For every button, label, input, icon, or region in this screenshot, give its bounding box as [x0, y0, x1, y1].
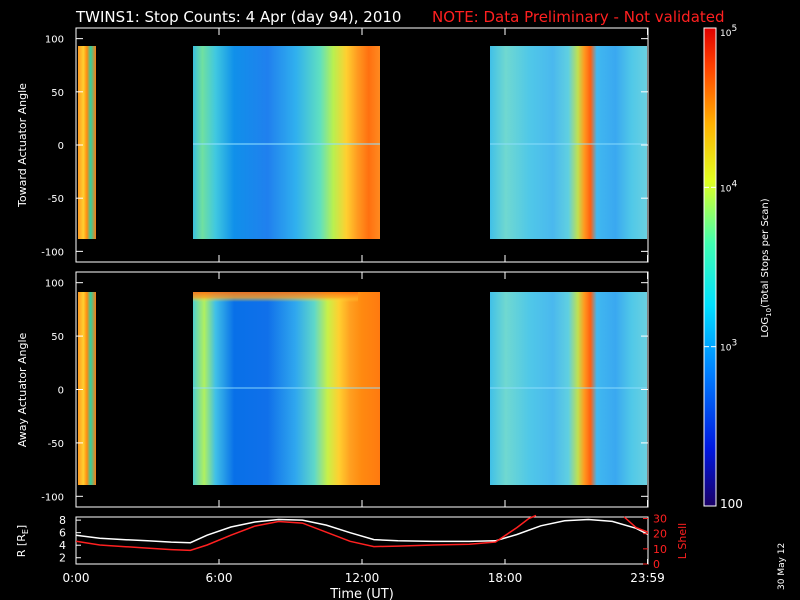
- away-ylabel: Away Actuator Angle: [16, 332, 29, 447]
- orbit-panel-frame: [75, 516, 649, 565]
- toward-yaxis: 100 50 0 -50 -100: [41, 28, 649, 262]
- tick-minus-100: -100: [41, 247, 64, 258]
- colorbar: 100 103 104 105 LOG10(Total Stops per Scan): [703, 24, 773, 511]
- preliminary-note: NOTE: Data Preliminary - Not validated: [432, 8, 725, 26]
- tick-50: 50: [51, 88, 64, 99]
- colorbar-tick-label: 103: [720, 339, 737, 354]
- toward-ylabel: Toward Actuator Angle: [16, 83, 29, 208]
- lshell-tick-label: 20: [653, 528, 667, 541]
- colorbar-scale: [703, 27, 717, 507]
- lshell-tick-label: 10: [653, 543, 667, 556]
- lshell-tick-label: 30: [653, 513, 667, 526]
- time-tick-label: 23:59: [630, 571, 665, 585]
- time-tick-label: 6:00: [206, 571, 233, 585]
- toward-block-1: [78, 46, 96, 239]
- colorbar-tick-label: 104: [720, 179, 737, 194]
- colorbar-label: LOG10(Total Stops per Scan): [760, 198, 773, 337]
- toward-heatmap: [78, 46, 647, 239]
- x-axis-label: Time (UT): [329, 587, 394, 600]
- colorbar-ticks: 100 103 104 105: [704, 24, 743, 511]
- away-top-band: [193, 292, 358, 337]
- tick-0: 0: [58, 141, 64, 152]
- toward-block-3: [490, 46, 647, 239]
- away-heatmap: [78, 292, 647, 485]
- time-tick-label: 0:00: [63, 571, 90, 585]
- tick-0: 0: [58, 386, 64, 397]
- r-tick-label: 8: [59, 514, 66, 527]
- toward-panel: 100 50 0 -50 -100 Toward Actuator Angle: [16, 27, 649, 263]
- away-yaxis: 100 50 0 -50 -100: [41, 272, 649, 507]
- r-tick-label: 4: [59, 539, 66, 552]
- l-shell-line: [76, 514, 537, 552]
- plot-title: TWINS1: Stop Counts: 4 Apr (day 94), 201…: [75, 8, 401, 26]
- r-tick-label: 6: [59, 527, 66, 540]
- lshell-label: L Shell: [676, 523, 689, 559]
- tick-100: 100: [45, 279, 64, 290]
- orbit-ylabel: R [RE]: [15, 525, 30, 557]
- tick-50: 50: [51, 332, 64, 343]
- creation-date: 30 May 12: [777, 543, 787, 590]
- orbit-lines: [76, 514, 648, 552]
- time-tick-label: 12:00: [345, 571, 380, 585]
- lshell-tick-label: 0: [653, 558, 660, 571]
- away-block-1: [78, 292, 96, 485]
- colorbar-tick-label: 100: [720, 497, 743, 511]
- tick-minus-50: -50: [48, 194, 64, 205]
- r-tick-label: 2: [59, 552, 66, 565]
- colorbar-tick-label: 105: [720, 24, 737, 39]
- tick-minus-50: -50: [48, 439, 64, 450]
- toward-block-2: [193, 46, 380, 239]
- l-shell-line: [623, 516, 648, 533]
- tick-minus-100: -100: [41, 492, 64, 503]
- time-tick-label: 18:00: [488, 571, 523, 585]
- away-panel: 100 50 0 -50 -100 Away Actuator Angle: [16, 271, 649, 508]
- tick-100: 100: [45, 35, 64, 46]
- r-distance-line: [76, 518, 648, 544]
